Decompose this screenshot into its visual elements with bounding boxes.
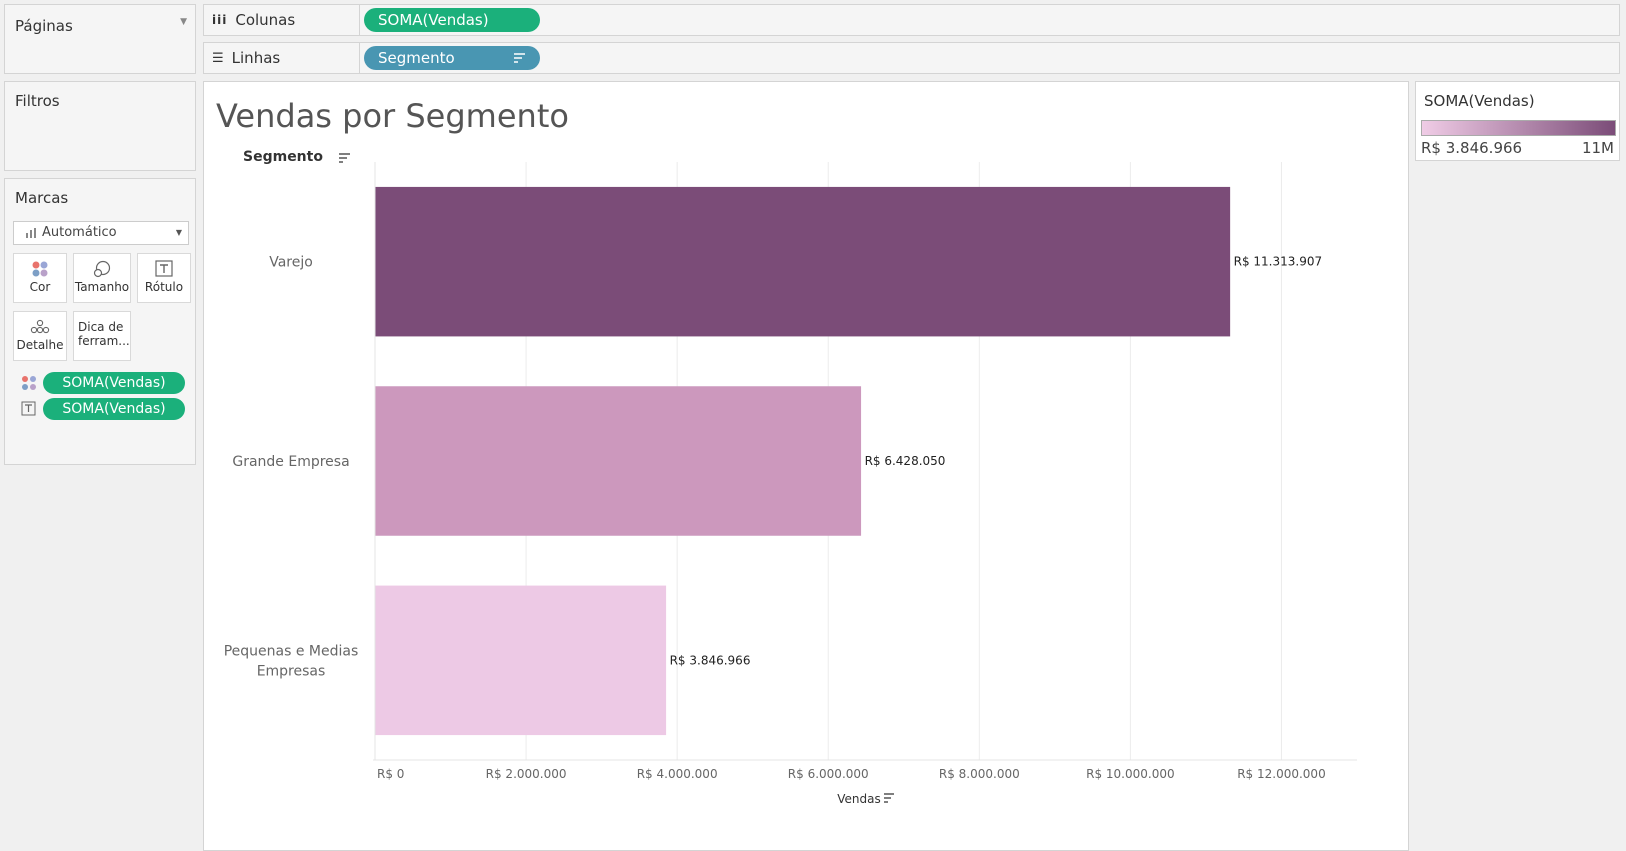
label-icon [21, 401, 36, 416]
size-icon [93, 260, 111, 278]
color-legend[interactable]: SOMA(Vendas) R$ 3.846.966 11M [1415, 81, 1620, 161]
marks-title: Marcas [15, 189, 69, 207]
filters-panel[interactable]: Filtros [4, 81, 196, 171]
mark-type-label: Automático [42, 225, 117, 240]
color-dots-icon [32, 261, 48, 277]
bar-chart: Vendas por Segmento Segmento R$ 11.313.9… [216, 97, 1357, 806]
label-field-pill[interactable]: SOMA(Vendas) [43, 398, 185, 420]
sort-icon[interactable] [339, 153, 350, 163]
bar[interactable] [375, 585, 667, 736]
columns-label: Colunas [235, 11, 296, 29]
category-label: Pequenas e Medias Empresas [224, 643, 359, 679]
chart-title: Vendas por Segmento [216, 97, 569, 135]
x-axis-label: Vendas [837, 792, 881, 806]
size-button-label: Tamanho [74, 280, 130, 294]
row-header: Segmento [243, 149, 323, 165]
detail-icon [30, 319, 50, 334]
label-button-label: Rótulo [144, 280, 184, 294]
sort-icon [514, 53, 525, 63]
category-label: Varejo [269, 255, 313, 271]
rows-pill-label: Segmento [378, 49, 455, 67]
x-tick-label: R$ 12.000.000 [1237, 767, 1326, 781]
tooltip-button[interactable]: Dica de ferram... [73, 311, 131, 361]
category-label: Grande Empresa [232, 454, 349, 470]
shelf-divider [359, 43, 360, 73]
pages-title: Páginas [15, 17, 73, 35]
tooltip-label-line2: ferram... [78, 334, 130, 348]
pages-panel: Páginas ▼ [4, 4, 196, 74]
label-button[interactable]: Rótulo [137, 253, 191, 303]
x-tick-label: R$ 10.000.000 [1086, 767, 1175, 781]
data-label: R$ 11.313.907 [1234, 255, 1323, 269]
x-tick-label: R$ 8.000.000 [939, 767, 1020, 781]
data-label: R$ 3.846.966 [670, 653, 751, 667]
chevron-down-icon: ▼ [175, 228, 182, 237]
legend-min-label: R$ 3.846.966 [1421, 139, 1523, 157]
legend-max-label: 11M [1581, 139, 1614, 157]
color-button[interactable]: Cor [13, 253, 67, 303]
sort-icon[interactable] [884, 793, 894, 803]
data-label: R$ 6.428.050 [865, 454, 946, 468]
columns-pill[interactable]: SOMA(Vendas) [364, 8, 540, 32]
color-button-label: Cor [29, 280, 51, 294]
columns-shelf-header: iii Colunas [212, 11, 295, 29]
rows-shelf[interactable]: ☰ Linhas Segmento [203, 42, 1620, 74]
columns-icon: iii [212, 13, 228, 27]
filters-title: Filtros [15, 92, 60, 110]
x-tick-label: R$ 0 [377, 767, 404, 781]
rows-icon: ☰ [212, 50, 224, 66]
legend-title: SOMA(Vendas) [1424, 92, 1535, 110]
label-icon [155, 260, 173, 277]
rows-label: Linhas [231, 49, 281, 67]
size-button[interactable]: Tamanho [73, 253, 131, 303]
columns-shelf[interactable]: iii Colunas SOMA(Vendas) [203, 4, 1620, 36]
bar[interactable] [375, 186, 1231, 337]
color-dots-icon [22, 376, 36, 390]
mark-type-dropdown[interactable]: Automático ▼ [13, 221, 189, 245]
bar[interactable] [375, 386, 862, 536]
detail-button-label: Detalhe [16, 338, 64, 352]
rows-pill[interactable]: Segmento [364, 46, 540, 70]
x-tick-label: R$ 6.000.000 [788, 767, 869, 781]
x-tick-label: R$ 2.000.000 [486, 767, 567, 781]
detail-button[interactable]: Detalhe [13, 311, 67, 361]
bar-chart-icon [26, 228, 36, 238]
rows-shelf-header: ☰ Linhas [212, 49, 280, 67]
chart-view: Vendas por Segmento Segmento R$ 11.313.9… [203, 81, 1409, 851]
x-tick-label: R$ 4.000.000 [637, 767, 718, 781]
marks-panel: Marcas Automático ▼ Cor Tamanho [4, 178, 196, 465]
tooltip-label-line1: Dica de [78, 320, 124, 334]
shelf-divider [359, 5, 360, 35]
legend-gradient [1421, 120, 1616, 136]
color-field-pill[interactable]: SOMA(Vendas) [43, 372, 185, 394]
pages-dropdown-icon[interactable]: ▼ [180, 17, 187, 27]
